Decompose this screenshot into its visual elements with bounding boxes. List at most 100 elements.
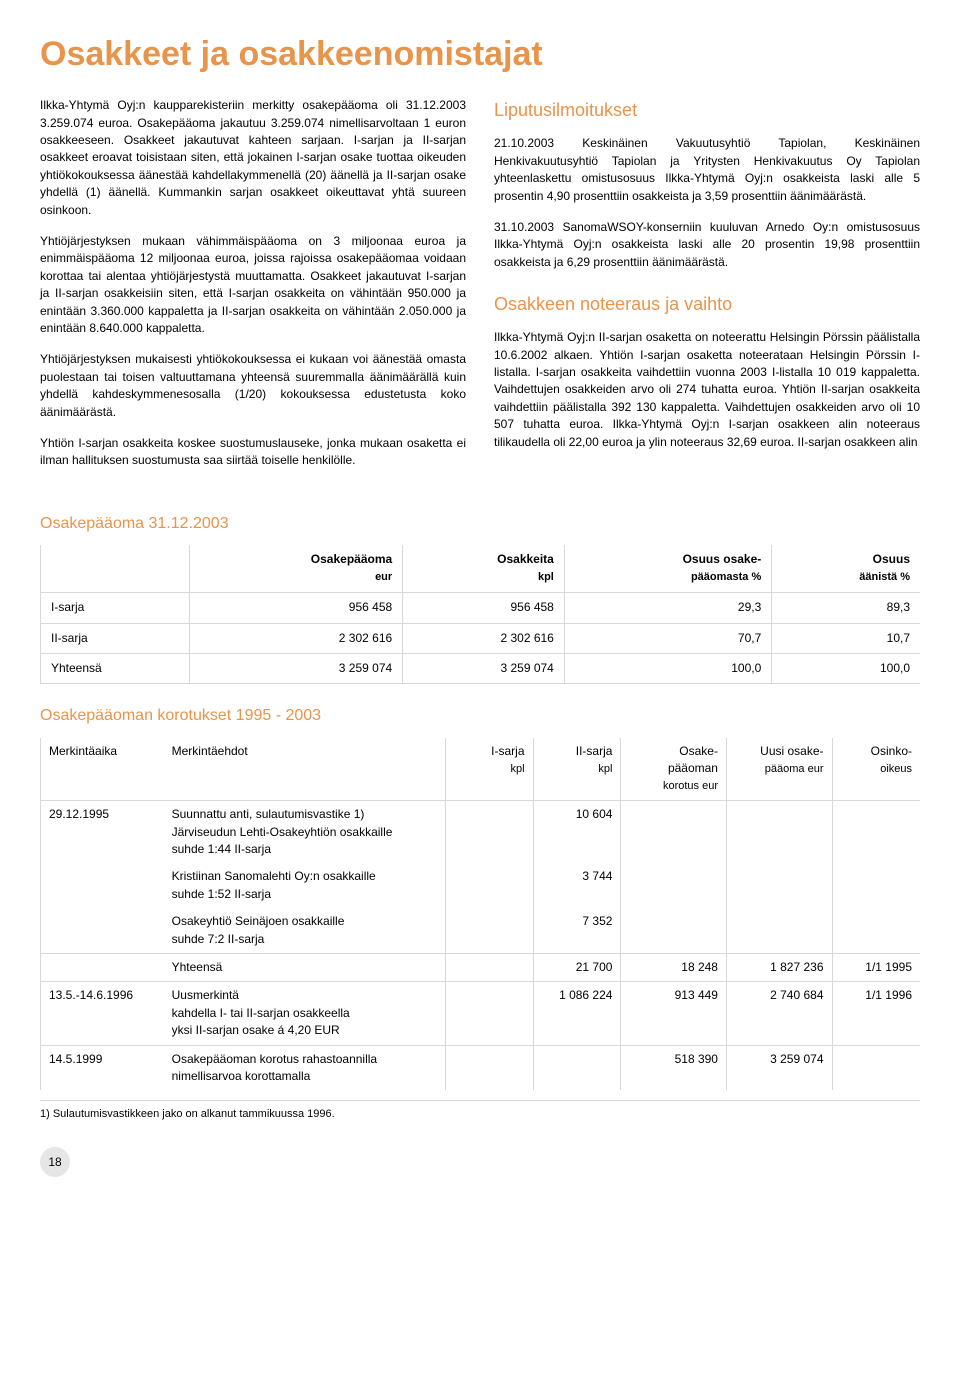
t2-cell-kor: 18 248 [621, 954, 727, 982]
t1-h2-top: Osakepääoma [311, 552, 392, 566]
t1-h1 [41, 545, 190, 593]
t2-cell-oik [832, 801, 920, 864]
t1-r1-kpl: 2 302 616 [403, 623, 565, 653]
t2-h3: I-sarja kpl [445, 738, 533, 801]
table2-title: Osakepääoman korotukset 1995 - 2003 [40, 704, 920, 727]
left-column: Ilkka-Yhtymä Oyj:n kaupparekisteriin mer… [40, 97, 466, 483]
t2-cell-s1 [445, 801, 533, 864]
right-column: Liputusilmoitukset 21.10.2003 Keskinäine… [494, 97, 920, 483]
t2-cell-kor: 518 390 [621, 1045, 727, 1090]
t2-h6-top: Uusi osake- [760, 744, 823, 758]
t2-h5-top: Osake- [679, 744, 718, 758]
page-number: 18 [48, 1154, 61, 1171]
t1-h5: Osuus äänistä % [772, 545, 920, 593]
body-para-2: Yhtiöjärjestyksen mukaan vähimmäispääoma… [40, 233, 466, 337]
t1-h2: Osakepääoma eur [190, 545, 403, 593]
t2-h2: Merkintäehdot [164, 738, 445, 801]
t2-cell-date [41, 863, 164, 908]
t1-r0-kpl: 956 458 [403, 593, 565, 623]
table-row: II-sarja 2 302 616 2 302 616 70,7 10,7 [41, 623, 921, 653]
table-row: Kristiinan Sanomalehti Oy:n osakkaillesu… [41, 863, 921, 908]
t2-cell-s2: 3 744 [533, 863, 621, 908]
t2-h3-top: I-sarja [491, 744, 524, 758]
t2-cell-date: 14.5.1999 [41, 1045, 164, 1090]
t1-h4-sub: pääomasta % [691, 571, 761, 583]
t1-r0-pcap: 29,3 [564, 593, 771, 623]
table-row: Yhteensä21 70018 2481 827 2361/1 1995 [41, 954, 921, 982]
t2-cell-kor [621, 863, 727, 908]
t2-cell-s2: 21 700 [533, 954, 621, 982]
t2-cell-kor: 913 449 [621, 982, 727, 1045]
t2-cell-uusi: 1 827 236 [726, 954, 832, 982]
page-number-circle: 18 [40, 1147, 70, 1177]
t2-cell-desc: Uusmerkintäkahdella I- tai II-sarjan osa… [164, 982, 445, 1045]
t2-cell-oik: 1/1 1996 [832, 982, 920, 1045]
t2-h6-sub: pääoma eur [765, 763, 824, 775]
t1-h5-top: Osuus [873, 552, 910, 566]
t1-tot-kpl: 3 259 074 [403, 654, 565, 684]
t1-h2-sub: eur [375, 571, 392, 583]
t2-cell-s1 [445, 982, 533, 1045]
t2-h4: II-sarja kpl [533, 738, 621, 801]
noteeraus-para-1: Ilkka-Yhtymä Oyj:n II-sarjan osaketta on… [494, 329, 920, 451]
t2-h3-sub: kpl [510, 763, 524, 775]
t2-h4-top: II-sarja [576, 744, 613, 758]
t2-cell-uusi: 3 259 074 [726, 1045, 832, 1090]
t1-h4: Osuus osake- pääomasta % [564, 545, 771, 593]
t2-cell-uusi [726, 801, 832, 864]
liputus-para-2: 31.10.2003 SanomaWSOY-konserniin kuuluva… [494, 219, 920, 271]
table-row: I-sarja 956 458 956 458 29,3 89,3 [41, 593, 921, 623]
t2-cell-uusi [726, 908, 832, 953]
t1-r1-pvot: 10,7 [772, 623, 920, 653]
t1-h3: Osakkeita kpl [403, 545, 565, 593]
t2-cell-desc: Suunnattu anti, sulautumisvastike 1)Järv… [164, 801, 445, 864]
page-number-block: 18 [40, 1147, 920, 1177]
body-para-1: Ilkka-Yhtymä Oyj:n kaupparekisteriin mer… [40, 97, 466, 219]
t2-cell-date [41, 908, 164, 953]
t1-r0-eur: 956 458 [190, 593, 403, 623]
t1-r1-pcap: 70,7 [564, 623, 771, 653]
t2-cell-s2: 10 604 [533, 801, 621, 864]
t2-cell-desc: Osakepääoman korotus rahastoannillanimel… [164, 1045, 445, 1090]
table-row: 14.5.1999Osakepääoman korotus rahastoann… [41, 1045, 921, 1090]
t2-cell-oik [832, 908, 920, 953]
t2-cell-date [41, 954, 164, 982]
table-row-total: Yhteensä 3 259 074 3 259 074 100,0 100,0 [41, 654, 921, 684]
t1-h5-sub: äänistä % [859, 571, 910, 583]
t2-cell-s1 [445, 954, 533, 982]
t1-h4-top: Osuus osake- [683, 552, 762, 566]
main-columns: Ilkka-Yhtymä Oyj:n kaupparekisteriin mer… [40, 97, 920, 483]
t1-tot-pcap: 100,0 [564, 654, 771, 684]
t1-r1-eur: 2 302 616 [190, 623, 403, 653]
table-row: 13.5.-14.6.1996Uusmerkintäkahdella I- ta… [41, 982, 921, 1045]
t2-cell-desc: Yhteensä [164, 954, 445, 982]
t2-h5-sub: korotus eur [663, 780, 718, 792]
t2-cell-desc: Osakeyhtiö Seinäjoen osakkaillesuhde 7:2… [164, 908, 445, 953]
t1-r0-label: I-sarja [41, 593, 190, 623]
t1-tot-pvot: 100,0 [772, 654, 920, 684]
page-title: Osakkeet ja osakkeenomistajat [40, 30, 920, 79]
liputus-para-1: 21.10.2003 Keskinäinen Vakuutusyhtiö Tap… [494, 135, 920, 205]
t2-h5: Osake- pääoman korotus eur [621, 738, 727, 801]
liputus-heading: Liputusilmoitukset [494, 97, 920, 123]
table1-title: Osakepääoma 31.12.2003 [40, 512, 920, 535]
t1-tot-label: Yhteensä [41, 654, 190, 684]
t2-h7: Osinko- oikeus [832, 738, 920, 801]
t2-cell-desc: Kristiinan Sanomalehti Oy:n osakkaillesu… [164, 863, 445, 908]
table-row: Osakeyhtiö Seinäjoen osakkaillesuhde 7:2… [41, 908, 921, 953]
t2-h1: Merkintäaika [41, 738, 164, 801]
t2-cell-date: 29.12.1995 [41, 801, 164, 864]
noteeraus-heading: Osakkeen noteeraus ja vaihto [494, 291, 920, 317]
korotukset-table: Merkintäaika Merkintäehdot I-sarja kpl I… [40, 738, 920, 1091]
t2-h6: Uusi osake- pääoma eur [726, 738, 832, 801]
t1-tot-eur: 3 259 074 [190, 654, 403, 684]
t2-cell-s1 [445, 1045, 533, 1090]
t2-cell-oik [832, 863, 920, 908]
t2-cell-uusi: 2 740 684 [726, 982, 832, 1045]
table-row: 29.12.1995Suunnattu anti, sulautumisvast… [41, 801, 921, 864]
t2-h5-mid: pääoman [668, 761, 718, 775]
osakepaaoama-table: Osakepääoma eur Osakkeita kpl Osuus osak… [40, 545, 920, 685]
t2-cell-s2: 1 086 224 [533, 982, 621, 1045]
t2-cell-date: 13.5.-14.6.1996 [41, 982, 164, 1045]
t2-h7-top: Osinko- [871, 744, 912, 758]
